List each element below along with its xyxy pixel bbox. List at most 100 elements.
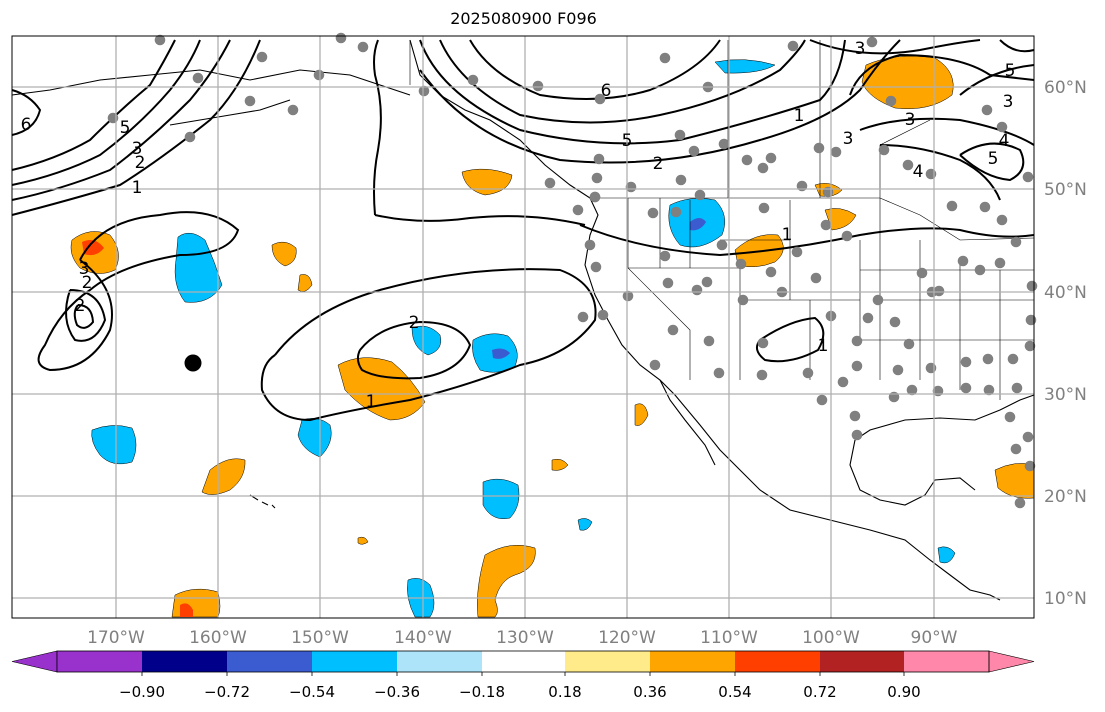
station-dot <box>594 93 606 105</box>
station-dot <box>675 174 687 186</box>
colorbar-tick-label: 0.18 <box>548 683 581 701</box>
longitude-label: 120°W <box>598 628 656 648</box>
station-dot <box>982 353 994 365</box>
station-dot <box>357 41 369 53</box>
contour-label: 3 <box>905 110 916 130</box>
station-dot <box>591 172 603 184</box>
contour-label: 5 <box>988 149 999 169</box>
station-dot <box>796 180 808 192</box>
contour-label: 3 <box>132 139 143 159</box>
contour-label: 5 <box>120 118 131 138</box>
station-dot <box>841 230 853 242</box>
station-dot <box>802 367 814 379</box>
strong-negative-patch <box>492 348 510 359</box>
latitude-label: 40°N <box>1044 283 1087 303</box>
contour-line <box>999 39 1035 53</box>
station-dot <box>716 239 728 251</box>
station-dot <box>757 162 769 174</box>
alaska-coast <box>11 69 411 96</box>
positive-patch <box>337 357 426 421</box>
station-dot <box>892 364 904 376</box>
station-dot <box>107 112 119 124</box>
station-dot <box>996 121 1008 133</box>
contour-label: 3 <box>79 259 90 279</box>
station-dot <box>572 204 584 216</box>
station-dot <box>791 246 803 258</box>
contour-label: 1 <box>366 392 377 412</box>
station-dot <box>1025 314 1037 326</box>
strong-positive-patch <box>180 603 193 617</box>
negative-patch <box>937 546 956 564</box>
positive-patch <box>634 403 649 426</box>
station-dot <box>822 186 834 198</box>
station-dot <box>974 264 986 276</box>
contour-label: 2 <box>75 296 86 316</box>
positive-patch <box>271 241 297 267</box>
gridlines <box>12 36 1034 618</box>
colorbar-segment <box>227 651 312 672</box>
station-dot <box>577 311 589 323</box>
station-dot <box>703 335 715 347</box>
colorbar-segment <box>904 651 989 672</box>
station-dot <box>737 294 749 306</box>
colorbar-tick-label: −0.36 <box>374 683 420 701</box>
longitude-label: 110°W <box>700 628 758 648</box>
contour-label: 2 <box>135 153 146 173</box>
station-dot <box>1011 382 1023 394</box>
contour-line <box>11 39 201 186</box>
station-dot <box>1007 353 1019 365</box>
station-dot <box>597 309 609 321</box>
station-dot <box>837 376 849 388</box>
station-dot <box>1026 280 1038 292</box>
station-dot <box>903 338 915 350</box>
station-dot <box>866 36 878 48</box>
longitude-label: 150°W <box>291 628 349 648</box>
station-dot <box>718 138 730 150</box>
station-dot <box>1014 497 1026 509</box>
contour-label: 6 <box>21 115 32 135</box>
station-dot <box>1022 171 1034 183</box>
longitude-label: 90°W <box>911 628 958 648</box>
station-dot <box>787 40 799 52</box>
contour-label: 1 <box>794 106 805 126</box>
station-dot <box>933 285 945 297</box>
station-dot <box>662 277 674 289</box>
colorbar-segment <box>482 651 565 672</box>
station-dot <box>996 214 1008 226</box>
station-dot <box>667 324 679 336</box>
station-dot <box>691 284 703 296</box>
station-dot <box>765 152 777 164</box>
contour-line <box>439 39 806 124</box>
station-dot <box>916 267 928 279</box>
station-dot <box>674 129 686 141</box>
colorbar-tick-label: 0.54 <box>718 683 751 701</box>
coastlines <box>11 39 1035 601</box>
contour-line <box>755 316 825 363</box>
longitude-labels: 170°W 160°W 150°W 140°W 130°W 120°W 110°W 100°W… <box>87 628 958 648</box>
contour-label: 5 <box>1005 61 1016 81</box>
station-dot <box>544 177 556 189</box>
station-dot <box>584 239 596 251</box>
contour-line <box>65 289 107 342</box>
state-borders <box>409 40 1035 400</box>
station-dot <box>994 257 1006 269</box>
station-dot <box>925 168 937 180</box>
map-background <box>12 36 1034 618</box>
colorbar-segment <box>312 651 397 672</box>
contour-line <box>11 89 42 136</box>
negative-patch <box>577 518 593 531</box>
station-dot <box>313 69 325 81</box>
contour-label: 2 <box>653 154 664 174</box>
state-line <box>627 198 691 380</box>
station-dot <box>649 359 661 371</box>
station-dot <box>741 154 753 166</box>
station-dot <box>906 384 918 396</box>
negative-patch <box>411 325 441 356</box>
station-dot <box>851 335 863 347</box>
station-dot <box>960 356 972 368</box>
contour-label: 4 <box>913 162 924 182</box>
aleutians <box>169 99 291 126</box>
station-dot <box>1024 460 1036 472</box>
station-dot <box>849 410 861 422</box>
